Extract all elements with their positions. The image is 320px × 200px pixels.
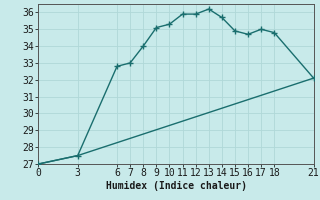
- X-axis label: Humidex (Indice chaleur): Humidex (Indice chaleur): [106, 181, 246, 191]
